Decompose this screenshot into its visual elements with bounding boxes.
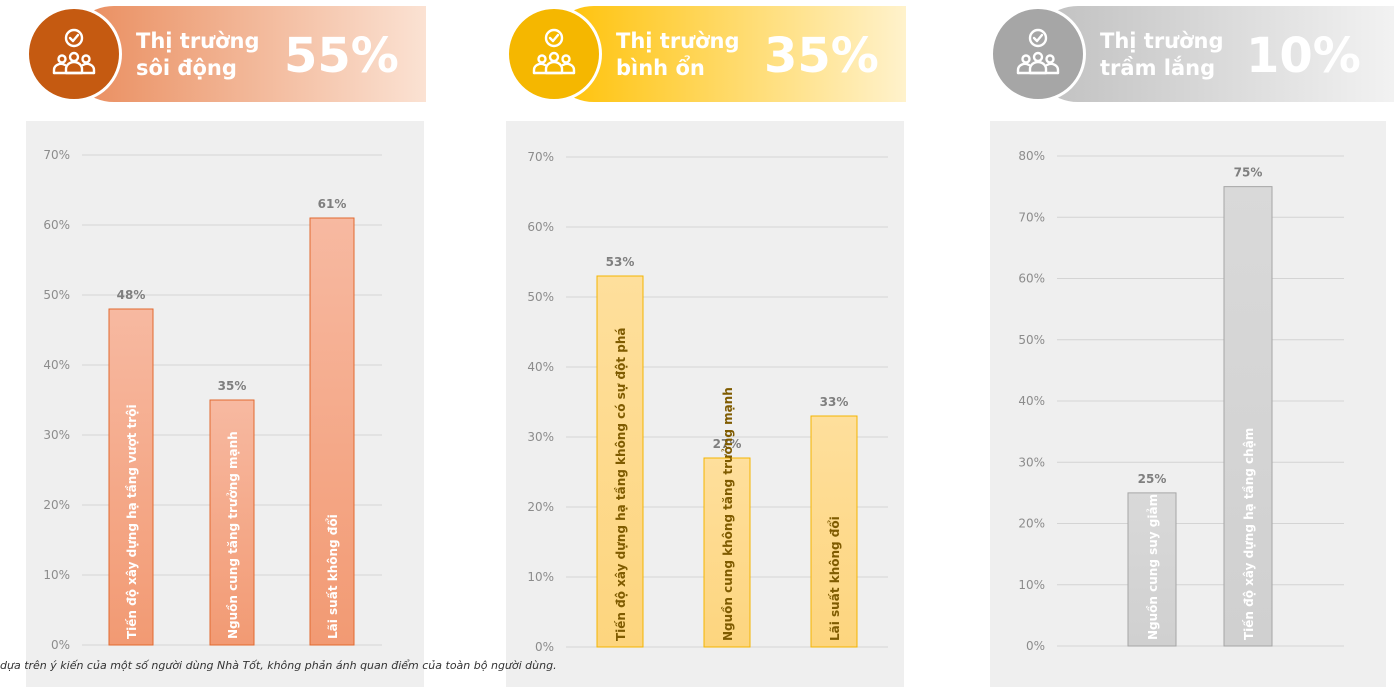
y-tick-label: 50%: [43, 288, 70, 302]
y-tick-label: 10%: [1018, 578, 1045, 592]
bar: [810, 415, 858, 648]
data-label: 75%: [1234, 166, 1263, 180]
y-tick-label: 0%: [535, 640, 554, 654]
bar-chart-quiet: 0% 10% 20% 30% 40% 50% 60% 70% 80% 25% Nguồn cung …: [1018, 149, 1344, 653]
y-tick-label: 40%: [1018, 394, 1045, 408]
people-check-icon: [1016, 28, 1060, 75]
data-label: 61%: [318, 197, 347, 211]
bar: [1127, 492, 1177, 647]
y-tick-label: 60%: [1018, 272, 1045, 286]
header-banner: [1030, 6, 1394, 102]
category-label: Tiến độ xây dựng hạ tầng vượt trội: [125, 404, 139, 639]
y-tick-label: 60%: [43, 218, 70, 232]
header-banner: [66, 6, 426, 102]
category-label: Nguồn cung tăng trưởng mạnh: [226, 431, 240, 639]
category-label: Nguồn cung không tăng trưởng mạnh: [721, 387, 735, 641]
bar-chart-stable: 0% 10% 20% 30% 40% 50% 60% 70% 53% Tiến độ xây dự…: [527, 150, 888, 654]
people-check-icon: [532, 28, 576, 75]
y-tick-label: 20%: [43, 498, 70, 512]
y-tick-label: 60%: [527, 220, 554, 234]
y-tick-label: 50%: [527, 290, 554, 304]
y-tick-label: 10%: [43, 568, 70, 582]
data-label: 33%: [820, 395, 849, 409]
y-tick-label: 20%: [527, 500, 554, 514]
data-label: 48%: [117, 288, 146, 302]
y-tick-label: 0%: [51, 638, 70, 652]
bar: [108, 308, 154, 646]
y-tick-label: 30%: [1018, 455, 1045, 469]
y-tick-label: 10%: [527, 570, 554, 584]
category-label: Tiến độ xây dựng hạ tầng chậm: [1242, 428, 1256, 640]
header-percent: 55%: [284, 28, 399, 84]
data-label: 35%: [218, 379, 247, 393]
panel-hot-market: Thị trường sôi động 55% 0% 10% 20% 30% 40% 50…: [26, 0, 446, 687]
bar: [1223, 186, 1273, 647]
header-title: Thị trường trầm lắng: [1100, 29, 1224, 80]
y-tick-label: 20%: [1018, 517, 1045, 531]
data-label: 27%: [713, 437, 742, 451]
y-tick-label: 30%: [527, 430, 554, 444]
header-percent: 35%: [764, 28, 879, 84]
category-label: Lãi suất không đổi: [827, 516, 842, 641]
data-label: 53%: [606, 255, 635, 269]
bar: [309, 217, 355, 646]
people-check-icon: [52, 28, 96, 75]
data-label: 25%: [1138, 472, 1167, 486]
bar: [703, 457, 751, 648]
y-tick-label: 40%: [527, 360, 554, 374]
category-label: Nguồn cung suy giảm: [1146, 494, 1160, 640]
y-tick-label: 80%: [1018, 149, 1045, 163]
circle-badge: [26, 6, 122, 102]
circle-badge: [506, 6, 602, 102]
y-tick-label: 70%: [527, 150, 554, 164]
bar: [209, 399, 255, 646]
circle-badge: [990, 6, 1086, 102]
y-tick-label: 40%: [43, 358, 70, 372]
header-banner: [546, 6, 906, 102]
chart-background: [990, 121, 1386, 687]
header-title: Thị trường sôi động: [136, 29, 260, 80]
bar: [596, 275, 644, 648]
bar-chart-hot: 0% 10% 20% 30% 40% 50% 60% 70% 48% Tiến độ xây dự…: [43, 148, 382, 652]
category-label: Tiến độ xây dựng hạ tầng không có sự đột…: [614, 328, 628, 642]
y-tick-label: 30%: [43, 428, 70, 442]
panel-quiet-market: Thị trường trầm lắng 10% 0% 10% 20% 30% 40% 5…: [990, 0, 1394, 687]
y-tick-label: 70%: [43, 148, 70, 162]
y-tick-label: 50%: [1018, 333, 1045, 347]
y-tick-label: 70%: [1018, 210, 1045, 224]
y-tick-label: 0%: [1026, 639, 1045, 653]
header-title: Thị trường bình ổn: [616, 29, 740, 80]
header-percent: 10%: [1246, 28, 1361, 84]
panel-stable-market: Thị trường bình ổn 35% 0% 10% 20% 30% 40% 50%…: [506, 0, 926, 687]
footnote: dựa trên ý kiến của một số người dùng Nh…: [0, 659, 557, 672]
category-label: Lãi suất không đổi: [325, 514, 340, 639]
